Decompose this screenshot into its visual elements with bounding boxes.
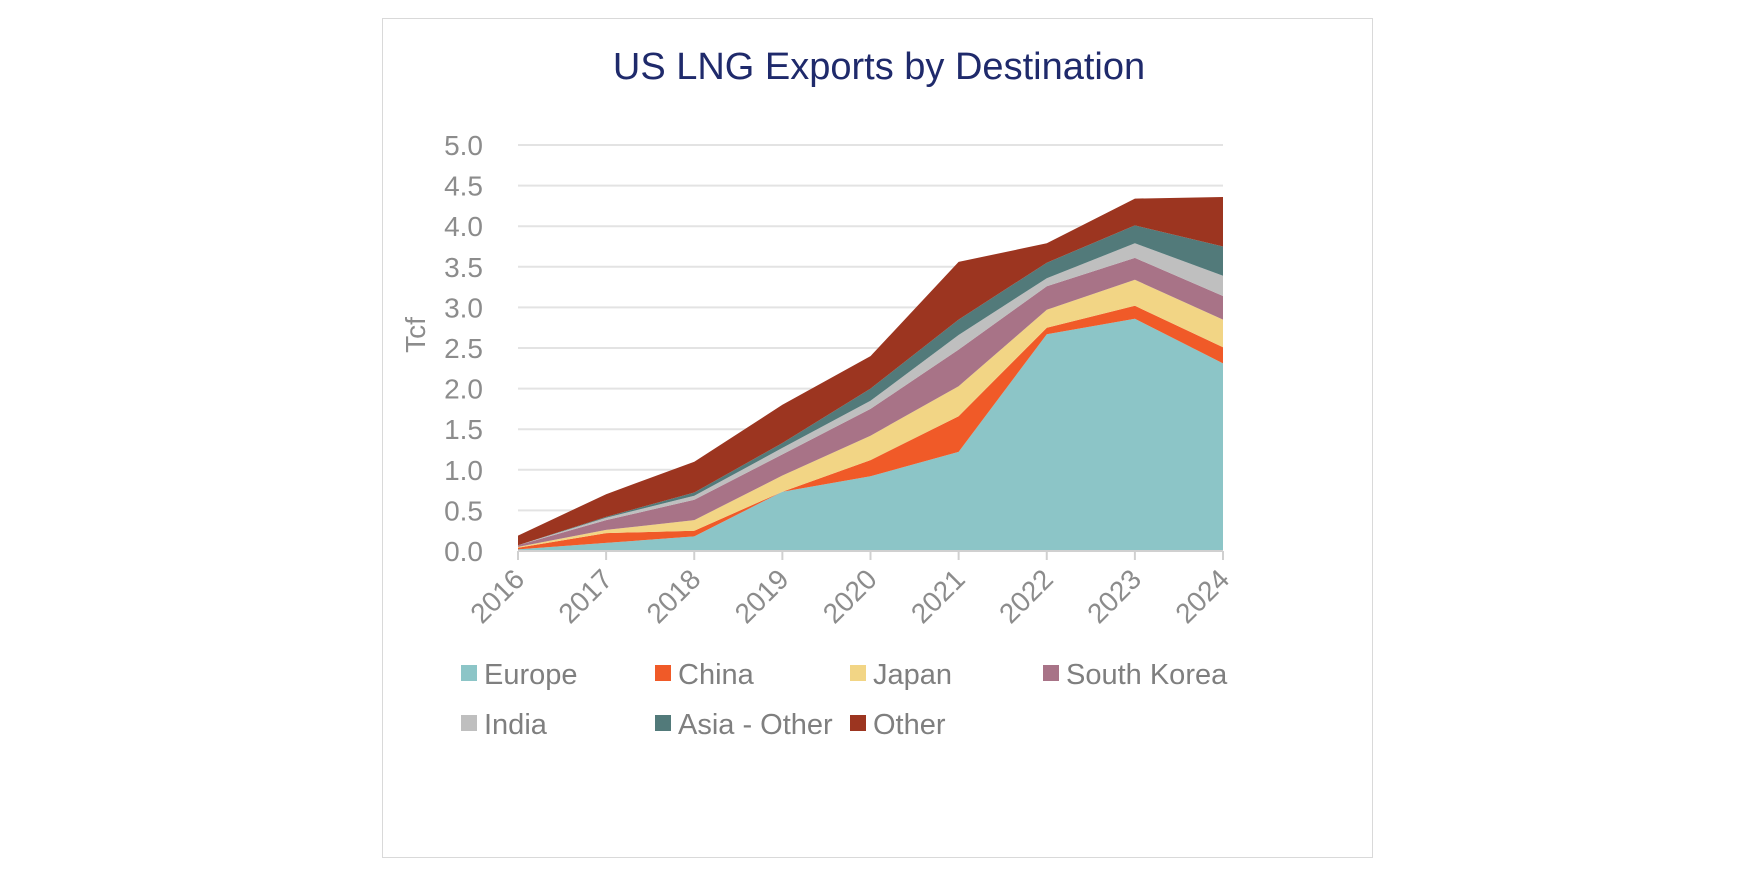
y-axis-title: Tcf bbox=[400, 317, 431, 353]
y-tick-label: 4.5 bbox=[444, 171, 483, 202]
legend-label: India bbox=[484, 709, 548, 741]
x-axis bbox=[517, 550, 1224, 560]
legend-label: China bbox=[678, 659, 755, 691]
area-series-other bbox=[518, 197, 1223, 546]
x-tick-label: 2023 bbox=[1081, 563, 1147, 629]
legend-swatch bbox=[655, 715, 671, 731]
legend-label: Europe bbox=[484, 659, 578, 691]
legend: Europe China Japan South Korea India Asia - O… bbox=[461, 659, 1228, 741]
y-tick-label: 0.5 bbox=[444, 495, 483, 526]
x-tick-label: 2021 bbox=[905, 563, 971, 629]
chart-frame: US LNG Exports by Destination 0.0 0.5 1.0 1… bbox=[382, 18, 1373, 858]
x-tick-label: 2017 bbox=[552, 563, 618, 629]
y-tick-label: 2.0 bbox=[444, 374, 483, 405]
legend-swatch bbox=[850, 665, 866, 681]
legend-label: Asia - Other bbox=[678, 709, 833, 741]
legend-swatch bbox=[461, 715, 477, 731]
y-tick-label: 5.0 bbox=[444, 130, 483, 161]
legend-item-other: Other bbox=[850, 709, 946, 741]
legend-item-india: India bbox=[461, 709, 548, 741]
y-tick-label: 1.0 bbox=[444, 455, 483, 486]
legend-item-china: China bbox=[655, 659, 755, 691]
x-tick-labels: 2016 2017 2018 2019 2020 2021 2022 2023 2024 bbox=[464, 563, 1235, 629]
y-tick-label: 2.5 bbox=[444, 333, 483, 364]
legend-item-south-korea: South Korea bbox=[1043, 659, 1228, 691]
legend-item-asia-other: Asia - Other bbox=[655, 709, 833, 741]
legend-label: Other bbox=[873, 709, 946, 741]
y-axis: 0.0 0.5 1.0 1.5 2.0 2.5 3.0 3.5 4.0 4.5 5.0 bbox=[444, 130, 483, 567]
x-tick-label: 2024 bbox=[1169, 563, 1235, 629]
area-series-europe bbox=[518, 318, 1223, 551]
x-tick-label: 2020 bbox=[817, 563, 883, 629]
y-tick-label: 1.5 bbox=[444, 414, 483, 445]
legend-swatch bbox=[1043, 665, 1059, 681]
x-tick-label: 2016 bbox=[464, 563, 530, 629]
chart-title: US LNG Exports by Destination bbox=[613, 46, 1145, 88]
gridlines bbox=[518, 144, 1223, 512]
legend-swatch bbox=[850, 715, 866, 731]
area-series-japan bbox=[518, 279, 1223, 548]
y-tick-label: 3.0 bbox=[444, 292, 483, 323]
legend-item-japan: Japan bbox=[850, 659, 952, 691]
y-tick-label: 0.0 bbox=[444, 536, 483, 567]
y-tick-label: 3.5 bbox=[444, 252, 483, 283]
x-tick-label: 2022 bbox=[993, 563, 1059, 629]
x-tick-label: 2018 bbox=[641, 563, 707, 629]
legend-swatch bbox=[461, 665, 477, 681]
chart-svg: US LNG Exports by Destination 0.0 0.5 1.0 1… bbox=[400, 46, 1235, 741]
legend-label: Japan bbox=[873, 659, 952, 691]
legend-item-europe: Europe bbox=[461, 659, 578, 691]
legend-swatch bbox=[655, 665, 671, 681]
stacked-areas bbox=[518, 197, 1223, 551]
area-series-south-korea bbox=[518, 257, 1223, 547]
legend-label: South Korea bbox=[1066, 659, 1228, 691]
y-tick-label: 4.0 bbox=[444, 211, 483, 242]
x-tick-label: 2019 bbox=[729, 563, 795, 629]
